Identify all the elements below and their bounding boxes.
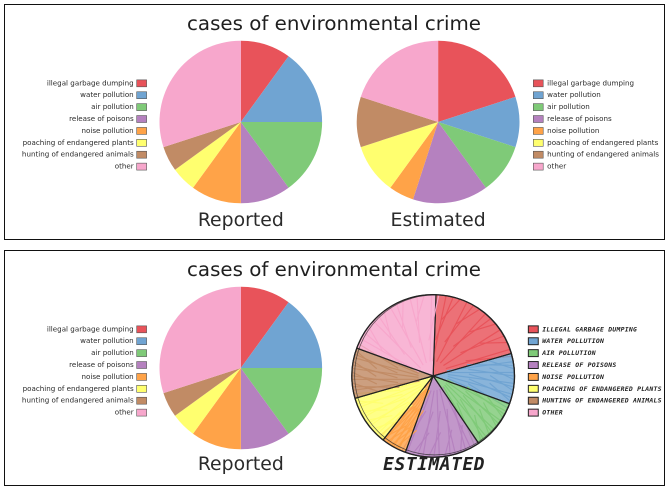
chart-bottom-title: cases of environmental crime bbox=[187, 258, 481, 281]
top-legend-label-3: air pollution bbox=[547, 102, 590, 111]
top-legend-swatch-8 bbox=[533, 163, 543, 170]
top-legend-label-7: hunting of endangered animals bbox=[22, 150, 134, 159]
bottom-legend-swatch-3 bbox=[528, 350, 538, 357]
chart-top-svg: cases of environmental crime illegal garb… bbox=[5, 5, 664, 239]
top-legend-swatch-2 bbox=[137, 92, 147, 99]
bottom-legend-swatch-4 bbox=[137, 362, 147, 369]
top-legend-swatch-6 bbox=[137, 139, 147, 146]
top-legend-label-1: illegal garbage dumping bbox=[47, 78, 134, 87]
bottom-legend-label-7: hunting of endangered animals bbox=[22, 396, 134, 405]
top-legend-swatch-7 bbox=[137, 151, 147, 158]
top-legend-swatch-4 bbox=[533, 116, 543, 123]
bottom-legend-swatch-8 bbox=[528, 409, 538, 416]
top-legend-swatch-5 bbox=[137, 127, 147, 134]
chart-top-title: cases of environmental crime bbox=[187, 12, 481, 35]
bottom-legend-label-5: noise pollution bbox=[81, 372, 133, 381]
bottom-legend-label-6: poaching of endangered plants bbox=[23, 384, 134, 393]
bottom-legend-swatch-2 bbox=[528, 338, 538, 345]
bottom-legend-swatch-7 bbox=[137, 397, 147, 404]
bottom-legend-label-5: NOISE POLLUTION bbox=[541, 373, 604, 381]
bottom-legend-label-7: HUNTING OF ENDANGERED ANIMALS bbox=[541, 397, 662, 405]
top-legend-swatch-3 bbox=[533, 104, 543, 111]
top-legend-label-8: other bbox=[115, 162, 134, 171]
bottom-legend-swatch-1 bbox=[528, 326, 538, 333]
bottom-legend-swatch-3 bbox=[137, 350, 147, 357]
chart-bottom-svg: cases of environmental crime illegal garb… bbox=[5, 251, 664, 485]
bottom-legend-label-4: RELEASE OF POISONS bbox=[542, 361, 616, 369]
top-legend-swatch-1 bbox=[137, 80, 147, 87]
top-legend-swatch-2 bbox=[533, 92, 543, 99]
top-legend-swatch-5 bbox=[533, 127, 543, 134]
bottom-legend-label-8: other bbox=[115, 408, 134, 417]
bottom-legend-label-1: ILLEGAL GARBAGE DUMPING bbox=[542, 325, 637, 333]
bottom-legend-swatch-5 bbox=[137, 373, 147, 380]
bottom-legend-label-4: release of poisons bbox=[69, 360, 134, 369]
top-legend-label-4: release of poisons bbox=[69, 114, 134, 123]
bottom-legend-swatch-8 bbox=[137, 409, 147, 416]
bottom-legend-label-3: AIR POLLUTION bbox=[541, 349, 596, 357]
bottom-legend-label-2: WATER POLLUTION bbox=[542, 337, 604, 345]
bottom-legend-swatch-7 bbox=[528, 397, 538, 404]
top-legend-label-5: noise pollution bbox=[547, 126, 599, 135]
top-legend-label-5: noise pollution bbox=[81, 126, 133, 135]
top-legend-swatch-6 bbox=[533, 139, 543, 146]
top-legend-label-8: other bbox=[547, 162, 566, 171]
bottom-legend-swatch-4 bbox=[528, 362, 538, 369]
top-legend-label-3: air pollution bbox=[91, 102, 134, 111]
top-legend-swatch-1 bbox=[533, 80, 543, 87]
bottom-legend-swatch-6 bbox=[528, 385, 538, 392]
top-legend-label-6: poaching of endangered plants bbox=[547, 138, 658, 147]
top-legend-label-7: hunting of endangered animals bbox=[547, 150, 659, 159]
chart-top-reported-caption: Reported bbox=[198, 210, 284, 231]
bottom-legend-swatch-1 bbox=[137, 326, 147, 333]
chart-bottom-estimated-caption: ESTIMATED bbox=[383, 454, 485, 475]
top-legend-label-4: release of poisons bbox=[547, 114, 612, 123]
top-legend-label-2: water pollution bbox=[80, 90, 134, 99]
chart-top-estimated-caption: Estimated bbox=[391, 210, 486, 231]
chart-panel-bottom: cases of environmental crime illegal garb… bbox=[4, 250, 665, 486]
bottom-legend-label-8: OTHER bbox=[542, 409, 563, 417]
top-legend-label-6: poaching of endangered plants bbox=[23, 138, 134, 147]
bottom-legend-label-1: illegal garbage dumping bbox=[47, 324, 134, 333]
top-legend-swatch-7 bbox=[533, 151, 543, 158]
bottom-legend-label-3: air pollution bbox=[91, 348, 134, 357]
bottom-legend-swatch-2 bbox=[137, 338, 147, 345]
top-legend-label-1: illegal garbage dumping bbox=[547, 78, 634, 87]
bottom-legend-label-2: water pollution bbox=[80, 336, 134, 345]
bottom-legend-swatch-6 bbox=[137, 385, 147, 392]
chart-bottom-reported-caption: Reported bbox=[198, 454, 284, 475]
top-legend-swatch-8 bbox=[137, 163, 147, 170]
bottom-legend-label-6: POACHING OF ENDANGERED PLANTS bbox=[542, 385, 662, 393]
top-legend-label-2: water pollution bbox=[547, 90, 601, 99]
top-legend-swatch-4 bbox=[137, 116, 147, 123]
bottom-legend-swatch-5 bbox=[528, 373, 538, 380]
top-legend-swatch-3 bbox=[137, 104, 147, 111]
chart-panel-top: cases of environmental crime illegal garb… bbox=[4, 4, 665, 240]
